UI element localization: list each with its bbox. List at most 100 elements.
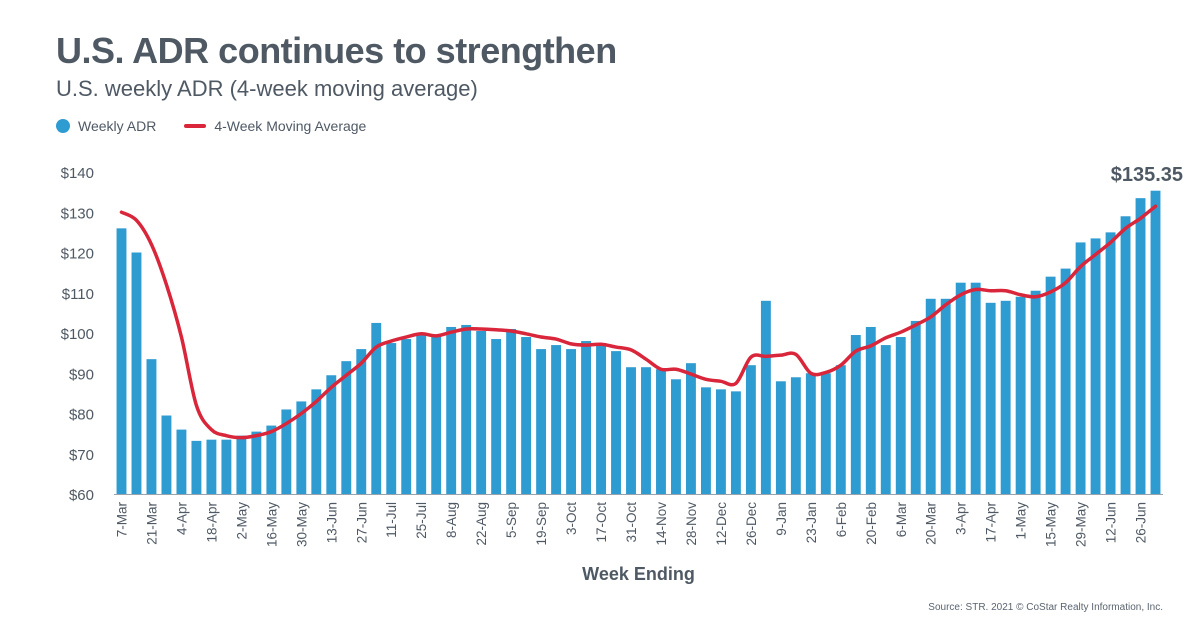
bar [116,228,127,494]
x-tick-label: 9-Jan [774,502,789,536]
x-tick-label: 28-Nov [684,502,699,546]
bar [910,320,921,494]
bar [985,302,996,494]
x-tick-label: 13-Jun [324,502,339,543]
bar [940,298,951,494]
bar [281,409,292,494]
y-tick-label: $140 [61,165,94,182]
bar [820,373,831,494]
x-axis-title: Week Ending [582,564,695,584]
bar [371,322,382,494]
bar [1060,268,1071,494]
x-tick-label: 7-Mar [114,502,129,538]
legend-swatch-bar [56,119,70,133]
bar [730,391,741,494]
legend: Weekly ADR 4-Week Moving Average [56,118,394,134]
bar [296,401,307,494]
bar [671,379,681,494]
bar [865,326,876,494]
bar [1045,276,1056,494]
bar [206,439,217,494]
chart-title: U.S. ADR continues to strengthen [56,30,617,71]
x-tick-label: 2-May [234,502,249,540]
bar [1090,238,1101,494]
bar [491,339,502,494]
y-tick-label: $110 [62,286,94,303]
bar [476,330,487,494]
bar [835,365,846,494]
bar [446,326,457,494]
bar [1105,232,1116,494]
bar [176,429,187,494]
bar [611,351,621,494]
x-tick-label: 18-Apr [204,502,219,543]
bar [1150,190,1161,494]
bar [895,337,906,494]
bar [745,365,756,494]
x-tick-label: 20-Mar [924,502,939,545]
bar [416,335,427,494]
x-tick-label: 27-Jun [354,502,369,543]
bar [686,363,696,494]
bar [251,431,262,494]
x-tick-label: 19-Sep [534,502,549,546]
bar [1000,300,1011,494]
bar [656,369,666,494]
y-tick-label: $130 [61,205,94,222]
x-tick-label: 6-Mar [894,502,909,538]
bar [596,343,606,494]
bar [805,373,816,494]
x-tick-label: 25-Jul [414,502,429,539]
bar [266,425,277,494]
bar [401,339,412,494]
bar [146,359,157,494]
bar [161,415,172,494]
x-tick-label: 1-May [1014,502,1029,540]
y-tick-label: $90 [69,366,94,383]
bar [850,335,861,494]
legend-label-moving-average: 4-Week Moving Average [214,118,367,134]
y-tick-label: $100 [61,326,94,343]
bar [700,387,711,494]
x-tick-label: 26-Dec [744,502,759,546]
bar [221,439,232,494]
x-tick-label: 15-May [1044,502,1059,547]
bar [341,361,352,494]
y-tick-label: $80 [69,407,94,424]
x-tick-label: 11-Jul [384,502,399,538]
bar [880,345,891,494]
bar [551,345,562,494]
x-tick-label: 17-Oct [594,502,609,543]
y-tick-label: $60 [69,487,94,504]
x-tick-label: 26-Jun [1134,502,1149,543]
bar [775,381,786,494]
x-tick-label: 29-May [1074,502,1089,547]
bar [790,377,801,494]
legend-swatch-line [184,124,207,128]
last-value-label: $135.35 [1111,164,1183,186]
legend-item-weekly-adr: Weekly ADR [56,118,156,134]
chart-subtitle: U.S. weekly ADR (4-week moving average) [56,76,478,101]
x-tick-label: 12-Dec [714,502,729,546]
bar [236,435,247,494]
bar [1135,198,1146,494]
bar [1075,242,1086,494]
bar [626,367,636,494]
x-tick-label: 3-Oct [564,502,579,535]
x-tick-label: 22-Aug [474,502,489,546]
x-tick-label: 14-Nov [654,502,669,546]
x-tick-label: 12-Jun [1104,502,1119,543]
bar [581,341,591,494]
x-tick-label: 3-Apr [954,501,969,535]
bar [311,389,322,494]
x-tick-label: 17-Apr [984,502,999,543]
bar [506,328,517,494]
bar [955,282,966,494]
bar [386,343,397,494]
bar [536,349,547,494]
bar [970,282,981,494]
legend-label-weekly-adr: Weekly ADR [78,118,157,134]
x-tick-label: 5-Sep [504,502,519,538]
bar [431,335,442,494]
